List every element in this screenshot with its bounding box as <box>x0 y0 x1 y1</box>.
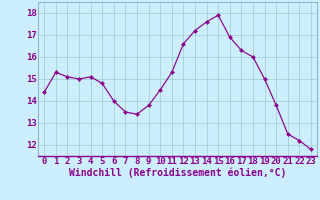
X-axis label: Windchill (Refroidissement éolien,°C): Windchill (Refroidissement éolien,°C) <box>69 168 286 178</box>
